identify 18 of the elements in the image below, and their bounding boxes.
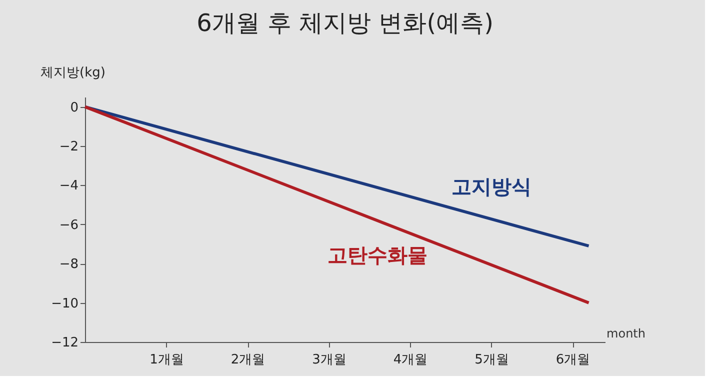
- y-tick-label: −2: [59, 140, 78, 154]
- y-tick-label: −12: [51, 336, 78, 350]
- y-tick-label: 0: [70, 100, 78, 116]
- series-label: 고탄수화물: [328, 242, 428, 267]
- y-axis-title: 체지방(kg): [40, 66, 106, 80]
- x-tick-label: 5개월: [474, 352, 509, 368]
- y-tick-label: −8: [59, 257, 78, 272]
- x-tick-label: 1개월: [150, 352, 184, 368]
- x-axis-title: month: [606, 326, 646, 340]
- x-tick-label: 6개월: [556, 352, 590, 368]
- series-label: 고지방식: [451, 174, 532, 199]
- x-tick-label: 4개월: [393, 352, 428, 368]
- y-tick-label: −4: [59, 178, 78, 194]
- x-tick-label: 2개월: [230, 352, 266, 368]
- chart-title: 6개월 후 체지방 변화(예측): [196, 9, 494, 37]
- y-tick-label: −10: [51, 296, 78, 312]
- y-tick-label: −6: [59, 218, 78, 233]
- x-tick-label: 3개월: [312, 352, 346, 368]
